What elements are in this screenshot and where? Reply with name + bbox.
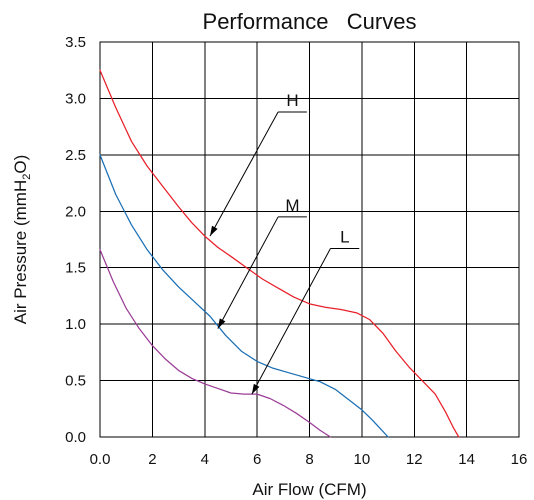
y-axis-title-suffix: O) [11,155,30,174]
grid-layer [99,41,520,438]
x-tick-label: 0.0 [90,451,111,468]
x-tick-label: 8 [305,451,313,468]
x-tick-label: 14 [458,451,475,468]
callout-label: L [340,228,349,247]
y-tick-label: 2.5 [65,147,86,164]
y-axis-title-subscript: 2 [21,174,33,180]
x-tick-label: 6 [253,451,261,468]
arrow-icon [217,318,226,329]
y-tick-label: 2.0 [65,203,86,220]
callout-label: M [285,196,299,215]
series-layer [99,69,460,438]
x-tick-label: 10 [354,451,371,468]
series-h-line [99,69,460,438]
callout-label: H [286,91,298,110]
callout-layer: H M L [209,91,360,395]
y-tick-labels: 0.0 0.5 1.0 1.5 2.0 2.5 3.0 3.5 [65,34,86,446]
y-tick-label: 1.5 [65,260,86,277]
chart-title: Performance Curves [203,9,417,34]
x-tick-label: 2 [148,451,156,468]
x-tick-label: 4 [201,451,209,468]
arrow-icon [209,225,218,237]
arrow-icon [251,383,260,395]
y-axis-title-prefix: Air Pressure (mmH [11,180,30,325]
callout-leader [251,248,331,395]
plot-frame [99,41,520,438]
x-tick-label: 12 [406,451,423,468]
callout-h: H [209,91,307,237]
x-tick-label: 16 [511,451,528,468]
y-tick-label: 1.0 [65,316,86,333]
series-l-line [99,249,332,438]
callout-l: L [251,228,360,395]
y-tick-label: 3.5 [65,34,86,51]
y-tick-label: 0.5 [65,373,86,390]
callout-leader [217,216,279,329]
x-tick-labels: 0.0 2 4 6 8 10 12 14 16 [90,451,528,468]
series-m-line [99,154,389,438]
y-tick-label: 0.0 [65,429,86,446]
y-tick-label: 3.0 [65,90,86,107]
x-axis-title: Air Flow (CFM) [252,480,366,499]
callout-m: M [217,196,307,329]
y-axis-title: Air Pressure (mmH2O) [11,155,33,325]
callout-leader [209,111,279,237]
